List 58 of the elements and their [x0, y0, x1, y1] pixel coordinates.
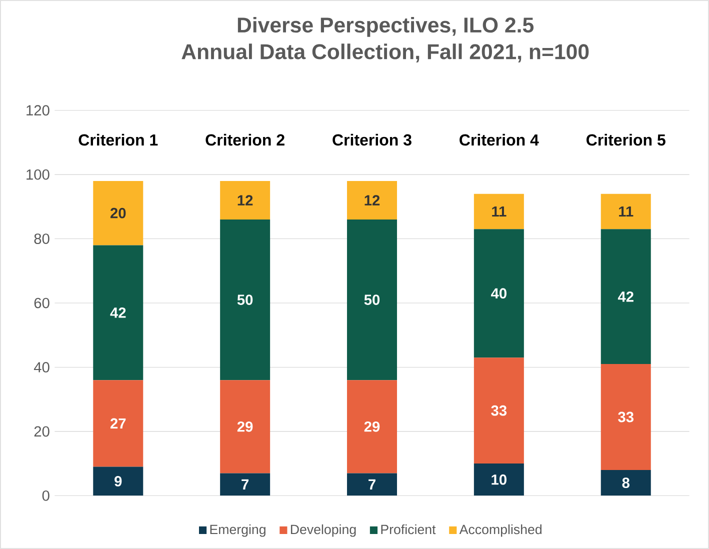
x-tick-label: Criterion 4	[460, 134, 539, 146]
bar	[93, 380, 144, 467]
data-label: 42	[618, 291, 634, 302]
data-label: 20	[110, 208, 126, 218]
legend-label: Developing	[290, 524, 356, 537]
chart-subtitle: Annual Data Collection, Fall 2021, n=100	[182, 44, 589, 62]
x-tick-label: Criterion 2	[206, 134, 284, 146]
x-tick-label: Criterion 3	[332, 134, 412, 146]
y-tick-label: 40	[34, 362, 50, 372]
x-tick-label: Criterion 1	[78, 134, 158, 146]
bar	[600, 364, 651, 470]
data-label: 9	[114, 476, 122, 486]
bar	[474, 194, 524, 230]
legend-label: Emerging	[210, 524, 266, 537]
data-label: 7	[242, 479, 248, 490]
bar	[93, 180, 144, 246]
data-label: 12	[238, 195, 253, 206]
data-label: 40	[491, 288, 506, 299]
bar	[474, 358, 524, 464]
y-tick-label: 0	[42, 490, 50, 501]
data-label: 50	[237, 294, 253, 305]
bar	[93, 466, 144, 496]
data-label: 8	[622, 478, 630, 488]
bar	[347, 180, 398, 220]
y-tick-label: 80	[34, 234, 50, 244]
data-label: 7	[368, 479, 376, 490]
data-label: 33	[491, 405, 507, 416]
chart-title: Diverse Perspectives, ILO 2.5	[238, 16, 534, 37]
x-tick-label: Criterion 5	[586, 134, 666, 146]
bar	[220, 380, 270, 474]
bar	[600, 194, 651, 230]
data-label: 50	[364, 294, 380, 305]
data-label: 27	[110, 418, 126, 429]
data-label: 29	[237, 421, 253, 432]
y-tick-label: 60	[34, 298, 50, 308]
legend-label: Accomplished	[459, 524, 542, 537]
bar	[600, 470, 651, 496]
bar	[347, 380, 398, 474]
bar	[474, 464, 524, 496]
legend-label: Proficient	[381, 524, 436, 534]
bar	[220, 473, 270, 496]
bar	[600, 229, 651, 364]
data-label: 11	[492, 206, 506, 217]
bar	[347, 220, 398, 380]
data-label: 12	[364, 195, 380, 206]
bar	[93, 245, 144, 380]
data-label: 29	[364, 421, 380, 432]
bar	[347, 473, 398, 496]
y-tick-label: 100	[26, 169, 50, 180]
bar	[474, 229, 524, 358]
data-label: 33	[618, 412, 634, 422]
data-label: 10	[492, 474, 506, 485]
bar	[220, 180, 270, 220]
data-label: 42	[110, 308, 126, 318]
y-tick-label: 120	[26, 105, 50, 116]
bar	[220, 220, 270, 380]
data-label: 11	[619, 206, 634, 217]
y-tick-label: 20	[34, 426, 50, 437]
